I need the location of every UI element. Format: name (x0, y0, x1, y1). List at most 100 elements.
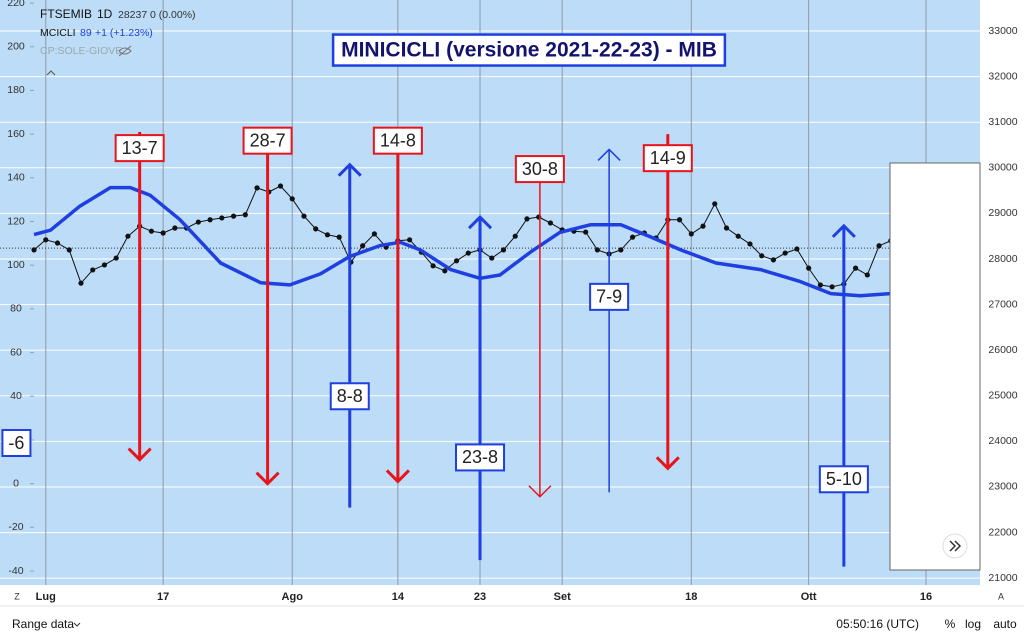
y-tick-label: -20 (8, 521, 23, 533)
expand-icon (949, 540, 962, 552)
data-point (289, 196, 295, 202)
y2-tick-label: 33000 (988, 25, 1017, 37)
data-point (242, 212, 248, 218)
y2-tick-label: 31000 (988, 116, 1017, 128)
data-point (735, 233, 741, 239)
data-point (829, 284, 835, 290)
data-point (594, 247, 600, 253)
data-point (453, 258, 460, 264)
data-point (101, 262, 108, 268)
cycle-label-box (589, 282, 630, 311)
y-tick-label: 120 (7, 215, 25, 227)
range-menu[interactable]: Range data (12, 617, 74, 631)
data-point (676, 217, 683, 223)
y-tick-label: 180 (7, 84, 25, 96)
cycle-label: 13-7 (122, 138, 158, 158)
left-button[interactable]: Z (14, 591, 20, 601)
x-tick-label: Ago (282, 591, 304, 603)
arrow-head (655, 456, 680, 471)
data-point (172, 225, 178, 231)
right-button[interactable]: A (998, 591, 1004, 601)
data-point (852, 265, 859, 271)
indicator-value: 89 (80, 27, 92, 39)
data-point (688, 231, 694, 237)
data-point (759, 253, 765, 259)
data-point (336, 234, 342, 240)
arrow-head (528, 485, 552, 498)
y-tick-label: 0 (13, 477, 19, 489)
y-tick-label: 80 (10, 303, 22, 315)
data-point (371, 231, 377, 237)
cycle-label: 14-9 (650, 148, 686, 168)
legend: FTSEMIB 1D 28237 0 (0.00%) MCICLI 89 +1 … (40, 7, 196, 76)
auto-toggle[interactable]: auto (993, 617, 1017, 631)
clock: 05:50:16 (UTC) (836, 617, 919, 631)
symbol: FTSEMIB (40, 7, 92, 21)
interval: 1D (97, 7, 113, 21)
dropdown-icon (73, 622, 81, 627)
cycle-label-box (514, 155, 565, 184)
side-panel (889, 162, 981, 571)
arrow-head (385, 469, 410, 484)
y-tick-label: 40 (10, 390, 22, 402)
data-point (407, 237, 413, 243)
log-toggle[interactable]: log (965, 617, 981, 631)
data-point (219, 215, 225, 221)
data-point (524, 216, 530, 222)
data-point (125, 233, 131, 239)
y-tick-label: 140 (7, 172, 25, 184)
arrow-head (467, 215, 493, 230)
data-point (500, 247, 507, 253)
data-point (876, 243, 882, 249)
data-point (207, 217, 213, 223)
y-tick-label: 60 (10, 346, 22, 358)
y2-tick-label: 32000 (988, 70, 1017, 82)
y2-tick-label: 29000 (988, 207, 1017, 219)
cycle-label: 8-8 (337, 386, 363, 406)
eye-icon[interactable] (118, 45, 132, 57)
data-point (629, 234, 636, 240)
data-point (324, 232, 331, 238)
y2-tick-label: 26000 (988, 344, 1017, 356)
y-tick-label: 220 (7, 0, 25, 9)
chart-title: MINICICLI (versione 2021-22-23) - MIB (341, 39, 717, 62)
data-point (547, 220, 554, 226)
data-point (195, 219, 201, 225)
cycle-label: 14-8 (380, 130, 416, 150)
cycle-label: 7-9 (596, 287, 622, 307)
data-point (806, 265, 812, 271)
data-point (794, 246, 800, 252)
cycle-label-box (242, 126, 293, 155)
data-point (583, 229, 589, 235)
arrow-head (337, 162, 362, 177)
data-point (148, 228, 155, 234)
data-point (770, 257, 777, 263)
data-point (430, 263, 436, 269)
x-tick-label: 16 (920, 591, 932, 603)
right-axis-panel (980, 0, 1024, 585)
arrow-head (831, 223, 856, 238)
cycle-label-box (818, 465, 869, 494)
arrow-head (597, 148, 621, 161)
percent-toggle[interactable]: % (945, 617, 956, 631)
hidden-indicator[interactable]: CP:SOLE-GIOVE (40, 45, 122, 57)
data-point (254, 185, 260, 191)
data-point (864, 272, 870, 278)
cycle-label: 28-7 (250, 130, 286, 150)
cycle-label-box (372, 126, 423, 155)
data-point (442, 268, 448, 274)
data-point (90, 267, 96, 273)
cycle-label: 23-8 (462, 447, 498, 467)
y2-tick-label: 21000 (988, 572, 1017, 584)
cycle-label-box (1, 429, 32, 458)
data-point (700, 223, 706, 229)
y-tick-label: 200 (7, 41, 25, 53)
collapse-icon[interactable] (46, 70, 56, 76)
y2-tick-label: 22000 (988, 526, 1017, 538)
y2-tick-label: 30000 (988, 162, 1017, 174)
bottom-panel (0, 585, 1024, 640)
y2-tick-label: 24000 (988, 435, 1017, 447)
data-point (465, 250, 471, 256)
data-point (512, 233, 518, 239)
